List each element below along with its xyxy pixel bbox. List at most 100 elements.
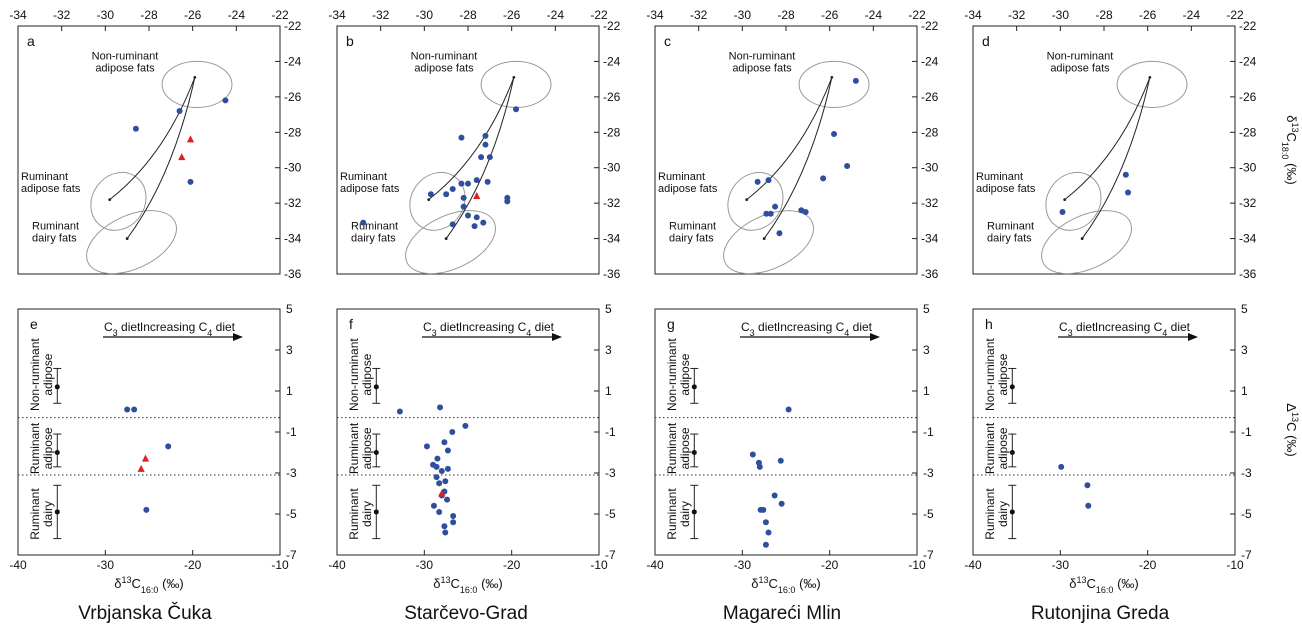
panel-letter-h: h bbox=[985, 316, 993, 332]
y-tick-label: -3 bbox=[1241, 466, 1252, 480]
category-label-nonruminant-adipose: Non-ruminant bbox=[983, 338, 997, 411]
label-ruminant-dairy: Ruminant bbox=[32, 221, 79, 233]
data-point-circle bbox=[465, 212, 471, 219]
label-ruminant-adipose: adipose fats bbox=[340, 183, 400, 195]
diet-label-c4: Increasing C4 diet bbox=[459, 320, 555, 338]
x-tick-label: -22 bbox=[1226, 8, 1244, 22]
reference-mean bbox=[373, 450, 379, 455]
reference-mean bbox=[108, 198, 112, 202]
y-tick-label: -22 bbox=[603, 19, 621, 33]
data-point-circle bbox=[1122, 171, 1129, 178]
mixing-curve bbox=[428, 77, 515, 200]
data-point-circle bbox=[504, 198, 511, 205]
y-tick-label: -26 bbox=[284, 90, 302, 104]
y-tick-label: 5 bbox=[923, 302, 930, 316]
x-tick-label: -30 bbox=[416, 8, 434, 22]
reference-ellipse bbox=[86, 210, 177, 275]
y-tick-label: 3 bbox=[286, 343, 293, 357]
label-ruminant-adipose: adipose fats bbox=[658, 183, 718, 195]
reference-mean bbox=[54, 450, 60, 455]
y-tick-label: -36 bbox=[603, 267, 621, 281]
x-tick-label: -22 bbox=[908, 8, 926, 22]
category-label-nonruminant-adipose: adipose bbox=[360, 353, 374, 395]
x-tick-label: -40 bbox=[646, 558, 664, 572]
reference-mean bbox=[762, 237, 766, 240]
data-point-circle bbox=[852, 77, 859, 84]
data-point-circle bbox=[767, 210, 774, 217]
diet-label-c3: C3 diet bbox=[741, 320, 778, 338]
data-point-circle bbox=[396, 408, 403, 415]
reference-mean bbox=[373, 509, 379, 515]
y-tick-label: -24 bbox=[1239, 54, 1257, 68]
y-tick-label: -5 bbox=[923, 507, 934, 521]
x-axis-label: δ13C16:0 (‰) bbox=[433, 575, 502, 595]
x-tick-label: -28 bbox=[777, 8, 795, 22]
reference-mean bbox=[1009, 509, 1015, 515]
category-label-ruminant-adipose: adipose bbox=[678, 427, 692, 469]
x-tick-label: -28 bbox=[140, 8, 158, 22]
data-point-circle bbox=[132, 125, 139, 132]
data-point-triangle bbox=[438, 489, 446, 497]
data-point-triangle bbox=[178, 153, 186, 161]
data-point-circle bbox=[433, 474, 440, 481]
x-tick-label: -20 bbox=[184, 558, 202, 572]
y-tick-label: -3 bbox=[605, 466, 616, 480]
data-point-circle bbox=[482, 141, 489, 148]
data-point-circle bbox=[756, 463, 763, 470]
data-point-circle bbox=[458, 134, 465, 141]
x-axis-label: δ13C16:0 (‰) bbox=[751, 575, 820, 595]
y-tick-label: -26 bbox=[1239, 90, 1257, 104]
y-tick-label: -5 bbox=[286, 507, 297, 521]
y-tick-label: -24 bbox=[603, 54, 621, 68]
label-ruminant-dairy: dairy fats bbox=[987, 233, 1032, 245]
data-point-circle bbox=[449, 185, 456, 192]
x-tick-label: -30 bbox=[1052, 558, 1070, 572]
y-tick-label: 3 bbox=[605, 343, 612, 357]
data-point-circle bbox=[449, 429, 456, 435]
panel-b: -34 -32 -30 -28 -26 -24 -22-22 -24 -26 -28 -30 -32 -… bbox=[328, 8, 621, 281]
y-tick-label: -1 bbox=[1241, 425, 1252, 439]
category-label-ruminant-dairy: dairy bbox=[996, 501, 1010, 527]
reference-ellipse bbox=[1116, 60, 1188, 108]
data-point-circle bbox=[433, 463, 440, 470]
y-tick-label: 5 bbox=[1241, 302, 1248, 316]
data-point-circle bbox=[465, 180, 471, 187]
reference-mean bbox=[54, 509, 60, 515]
data-point-circle bbox=[1084, 482, 1091, 489]
label-nonruminant-adipose: adipose fats bbox=[732, 63, 792, 75]
x-tick-label: -24 bbox=[865, 8, 883, 22]
y-tick-label: -7 bbox=[605, 548, 616, 562]
data-point-circle bbox=[430, 502, 437, 509]
x-tick-label: -10 bbox=[590, 558, 608, 572]
category-label-ruminant-dairy: dairy bbox=[41, 501, 55, 527]
diet-arrow-head bbox=[870, 333, 880, 341]
y-tick-label: -36 bbox=[921, 267, 939, 281]
reference-mean bbox=[1148, 75, 1152, 79]
y-tick-label: -30 bbox=[921, 161, 939, 175]
panel-a: -34 -32 -30 -28 -26 -24 -22-22 -24 -26 -28 -30 -32 -… bbox=[9, 8, 302, 281]
reference-mean bbox=[691, 384, 697, 390]
data-point-triangle bbox=[141, 454, 150, 462]
category-label-ruminant-adipose: Ruminant bbox=[983, 422, 997, 474]
data-point-circle bbox=[478, 154, 485, 161]
y-tick-label: -32 bbox=[1239, 196, 1257, 210]
y-tick-label: -24 bbox=[284, 54, 302, 68]
data-point-circle bbox=[762, 519, 769, 526]
category-label-ruminant-dairy: Ruminant bbox=[983, 488, 997, 540]
label-ruminant-adipose: adipose fats bbox=[976, 183, 1036, 195]
data-point-circle bbox=[176, 108, 183, 115]
data-point-circle bbox=[442, 478, 449, 485]
y-tick-label: 1 bbox=[923, 384, 930, 398]
data-point-circle bbox=[765, 529, 772, 536]
y-tick-label: 3 bbox=[923, 343, 930, 357]
x-tick-label: -26 bbox=[184, 8, 202, 22]
reference-ellipse bbox=[1045, 171, 1102, 231]
category-label-nonruminant-adipose: adipose bbox=[41, 353, 55, 395]
x-tick-label: -26 bbox=[821, 8, 839, 22]
data-point-circle bbox=[484, 178, 491, 185]
data-point-circle bbox=[771, 492, 778, 499]
reference-ellipse bbox=[480, 60, 552, 108]
reference-mean bbox=[830, 75, 834, 79]
data-point-circle bbox=[802, 209, 809, 215]
category-label-ruminant-adipose: Ruminant bbox=[347, 422, 361, 474]
